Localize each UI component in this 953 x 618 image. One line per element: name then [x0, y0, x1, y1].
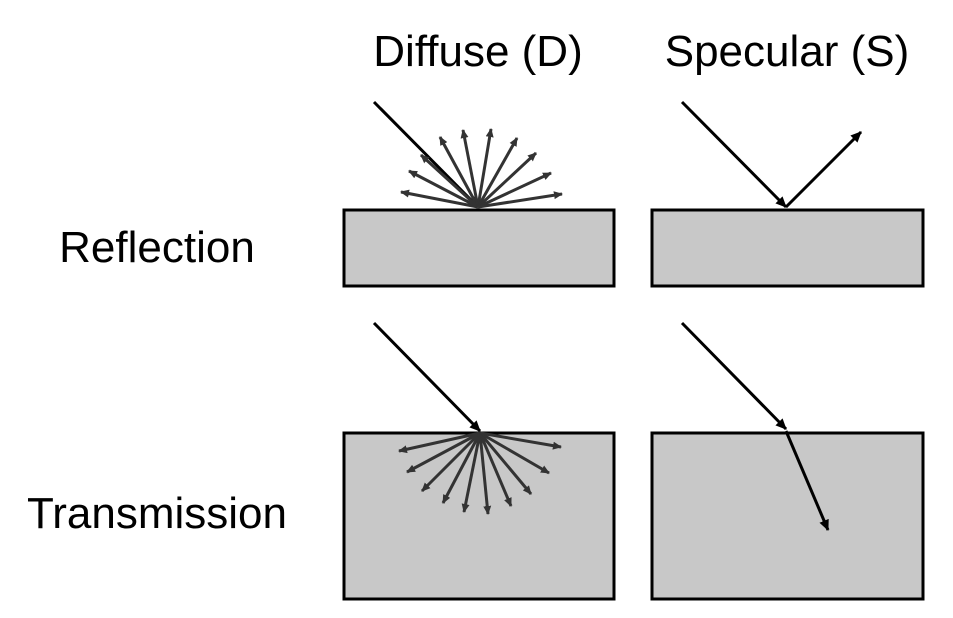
refracted-ray-specular	[784, 430, 830, 531]
incident-ray-specular-reflection	[680, 100, 788, 209]
incident-ray-diffuse-transmission	[372, 321, 482, 433]
surface-specular-reflection	[650, 208, 925, 288]
surface-specular-transmission	[650, 431, 925, 601]
scattered-rays-diffuse-reflection	[400, 128, 563, 209]
row-label-transmission: Transmission	[27, 489, 287, 538]
reflected-ray-specular	[784, 130, 863, 209]
scattered-rays-diffuse-transmission	[398, 431, 562, 515]
column-title-specular: Specular (S)	[665, 27, 910, 76]
incident-ray-specular-transmission	[680, 321, 788, 431]
surface-diffuse-reflection	[342, 208, 616, 288]
column-title-diffuse: Diffuse (D)	[373, 27, 582, 76]
surface-diffuse-transmission	[342, 431, 616, 601]
row-label-reflection: Reflection	[59, 223, 255, 272]
